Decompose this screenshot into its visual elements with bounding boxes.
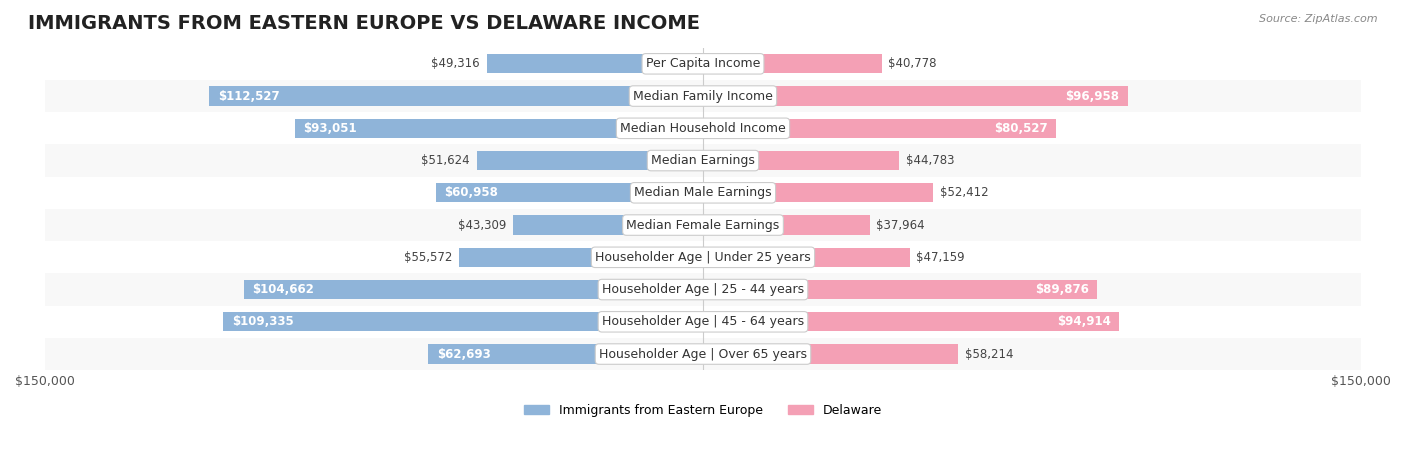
Text: $94,914: $94,914 xyxy=(1057,315,1111,328)
Text: $96,958: $96,958 xyxy=(1066,90,1119,103)
Bar xyxy=(703,54,882,73)
Bar xyxy=(703,248,910,267)
Bar xyxy=(703,183,934,203)
Bar xyxy=(45,241,1361,274)
Text: $112,527: $112,527 xyxy=(218,90,280,103)
Text: Per Capita Income: Per Capita Income xyxy=(645,57,761,71)
Bar xyxy=(45,80,1361,112)
Text: $104,662: $104,662 xyxy=(253,283,315,296)
Bar xyxy=(703,215,869,235)
Bar xyxy=(295,119,703,138)
Text: $43,309: $43,309 xyxy=(458,219,506,232)
Bar xyxy=(45,306,1361,338)
Bar xyxy=(486,54,703,73)
Bar xyxy=(45,209,1361,241)
Text: Source: ZipAtlas.com: Source: ZipAtlas.com xyxy=(1260,14,1378,24)
Text: $109,335: $109,335 xyxy=(232,315,294,328)
Bar xyxy=(224,312,703,332)
Text: $47,159: $47,159 xyxy=(917,251,965,264)
Text: Median Household Income: Median Household Income xyxy=(620,122,786,135)
Bar xyxy=(243,280,703,299)
Text: $58,214: $58,214 xyxy=(965,347,1014,361)
Bar xyxy=(436,183,703,203)
Bar xyxy=(703,312,1119,332)
Bar xyxy=(45,48,1361,80)
Text: $52,412: $52,412 xyxy=(939,186,988,199)
Text: Householder Age | Under 25 years: Householder Age | Under 25 years xyxy=(595,251,811,264)
Bar xyxy=(703,119,1056,138)
Bar xyxy=(427,344,703,364)
Bar xyxy=(45,274,1361,306)
Text: $60,958: $60,958 xyxy=(444,186,498,199)
Text: Householder Age | Over 65 years: Householder Age | Over 65 years xyxy=(599,347,807,361)
Text: $37,964: $37,964 xyxy=(876,219,925,232)
Bar xyxy=(45,338,1361,370)
Bar xyxy=(703,86,1129,106)
Text: $62,693: $62,693 xyxy=(437,347,491,361)
Text: Median Earnings: Median Earnings xyxy=(651,154,755,167)
Text: IMMIGRANTS FROM EASTERN EUROPE VS DELAWARE INCOME: IMMIGRANTS FROM EASTERN EUROPE VS DELAWA… xyxy=(28,14,700,33)
Bar xyxy=(703,280,1097,299)
Text: $89,876: $89,876 xyxy=(1035,283,1088,296)
Bar xyxy=(209,86,703,106)
Text: $55,572: $55,572 xyxy=(405,251,453,264)
Text: $49,316: $49,316 xyxy=(432,57,479,71)
Bar xyxy=(513,215,703,235)
Bar xyxy=(703,151,900,170)
Bar xyxy=(460,248,703,267)
Legend: Immigrants from Eastern Europe, Delaware: Immigrants from Eastern Europe, Delaware xyxy=(519,399,887,422)
Bar xyxy=(45,112,1361,144)
Text: Householder Age | 45 - 64 years: Householder Age | 45 - 64 years xyxy=(602,315,804,328)
Text: $40,778: $40,778 xyxy=(889,57,936,71)
Text: Median Male Earnings: Median Male Earnings xyxy=(634,186,772,199)
Text: $80,527: $80,527 xyxy=(994,122,1047,135)
Bar xyxy=(703,344,959,364)
Bar xyxy=(45,144,1361,177)
Text: $51,624: $51,624 xyxy=(422,154,470,167)
Text: Householder Age | 25 - 44 years: Householder Age | 25 - 44 years xyxy=(602,283,804,296)
Bar xyxy=(45,177,1361,209)
Text: Median Family Income: Median Family Income xyxy=(633,90,773,103)
Text: $44,783: $44,783 xyxy=(905,154,955,167)
Bar xyxy=(477,151,703,170)
Text: Median Female Earnings: Median Female Earnings xyxy=(627,219,779,232)
Text: $93,051: $93,051 xyxy=(304,122,357,135)
